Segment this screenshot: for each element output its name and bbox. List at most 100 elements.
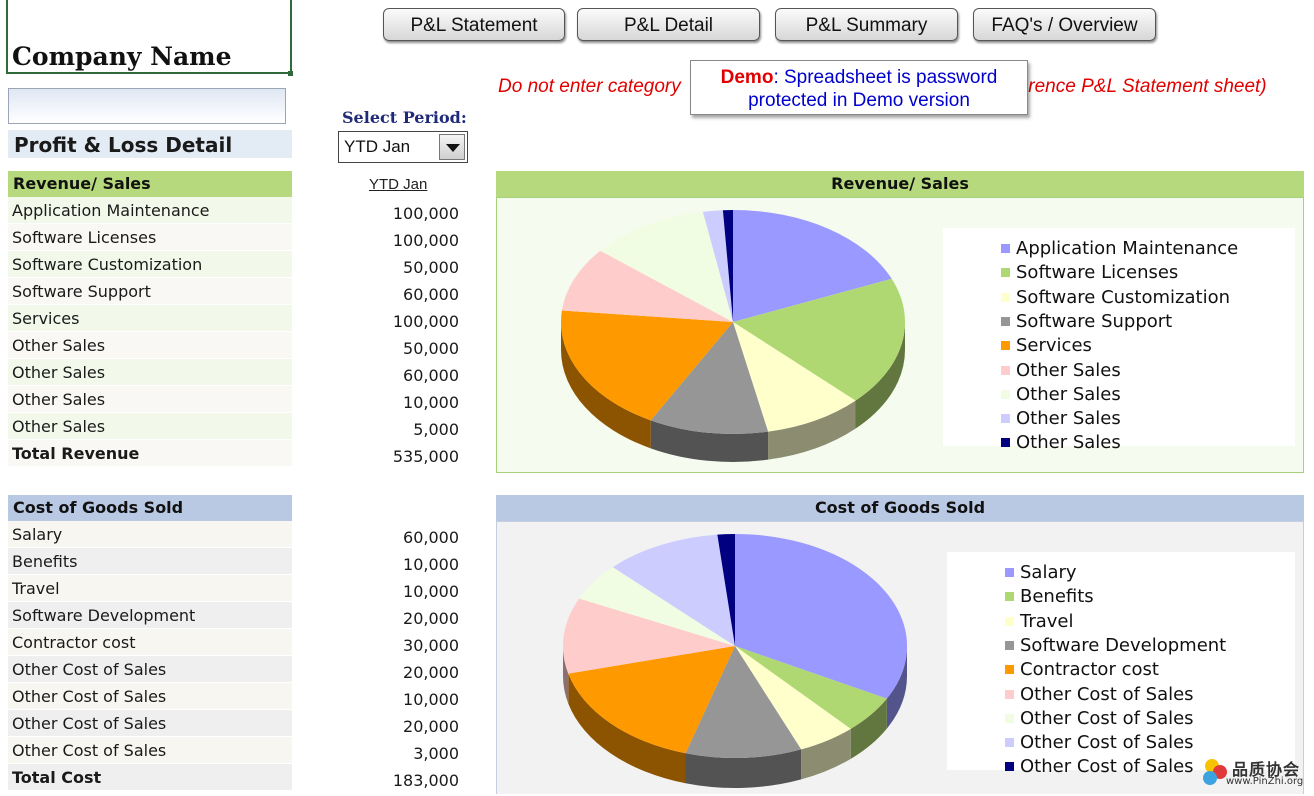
table-row-value[interactable]: 20,000 bbox=[403, 717, 459, 736]
table-row-label[interactable]: Other Cost of Sales bbox=[8, 683, 292, 710]
subtitle-input-cell[interactable] bbox=[8, 88, 286, 124]
legend-swatch bbox=[1005, 640, 1014, 650]
legend-swatch bbox=[1005, 762, 1014, 772]
legend-swatch bbox=[1001, 244, 1010, 253]
table-row-label[interactable]: Other Sales bbox=[8, 332, 292, 359]
pie-slice[interactable] bbox=[735, 646, 887, 729]
table-row-label[interactable]: Other Sales bbox=[8, 359, 292, 386]
table-row-label[interactable]: Other Sales bbox=[8, 413, 292, 440]
legend-entry[interactable]: Software Support bbox=[1001, 311, 1172, 335]
watermark-url: www.PinZhi.org bbox=[1226, 776, 1304, 787]
table-row-label[interactable]: Salary bbox=[8, 521, 292, 548]
cell-fill-handle[interactable] bbox=[288, 71, 293, 76]
legend-entry[interactable]: Other Sales bbox=[1001, 432, 1121, 456]
pie-slice[interactable] bbox=[685, 646, 802, 758]
pie-slice[interactable] bbox=[612, 534, 735, 646]
table-row-value[interactable]: 10,000 bbox=[403, 582, 459, 601]
legend-label: Benefits bbox=[1020, 586, 1094, 608]
legend-entry[interactable]: Other Sales bbox=[1001, 408, 1121, 432]
table-row-label[interactable]: Contractor cost bbox=[8, 629, 292, 656]
pie-slice[interactable] bbox=[600, 211, 733, 322]
pie-slice-side bbox=[650, 420, 769, 462]
pie-slice[interactable] bbox=[717, 534, 735, 646]
company-name-cell[interactable] bbox=[6, 0, 292, 74]
legend-entry[interactable]: Software Licenses bbox=[1001, 262, 1178, 286]
table-row-value[interactable]: 20,000 bbox=[403, 663, 459, 682]
chevron-down-icon[interactable] bbox=[439, 134, 465, 160]
cogs-chart-legend[interactable]: Salary Benefits Travel Software Development… bbox=[947, 552, 1295, 777]
table-row-label[interactable]: Other Cost of Sales bbox=[8, 710, 292, 737]
pie-slice[interactable] bbox=[563, 598, 735, 674]
cogs-pie-chart[interactable]: Salary Benefits Travel Software Development… bbox=[496, 521, 1304, 794]
legend-entry[interactable]: Software Development bbox=[1005, 635, 1226, 659]
table-row-label[interactable]: Benefits bbox=[8, 548, 292, 575]
pie-slice[interactable] bbox=[561, 250, 733, 322]
legend-entry[interactable]: Other Cost of Sales bbox=[1005, 708, 1194, 732]
revenue-chart-legend[interactable]: Application Maintenance Software Licenses… bbox=[943, 228, 1295, 453]
table-row-label[interactable]: Services bbox=[8, 305, 292, 332]
legend-entry[interactable]: Salary bbox=[1005, 562, 1077, 586]
pie-slice[interactable] bbox=[733, 210, 892, 322]
table-row-value[interactable]: 60,000 bbox=[403, 528, 459, 547]
table-row-label[interactable]: Software Support bbox=[8, 278, 292, 305]
table-row-value[interactable]: 30,000 bbox=[403, 636, 459, 655]
table-row-label[interactable]: Travel bbox=[8, 575, 292, 602]
legend-entry[interactable]: Other Cost of Sales bbox=[1005, 756, 1194, 780]
table-row-value[interactable]: 60,000 bbox=[403, 366, 459, 385]
pie-slice[interactable] bbox=[733, 322, 856, 432]
table-row-value[interactable]: 10,000 bbox=[403, 555, 459, 574]
table-row-label[interactable]: Other Sales bbox=[8, 386, 292, 413]
legend-entry[interactable]: Other Cost of Sales bbox=[1005, 732, 1194, 756]
pie-slice[interactable] bbox=[650, 322, 769, 434]
warning-text: Do not enter category erence P&L Statemen… bbox=[498, 76, 1267, 98]
table-row-label[interactable]: Software Customization bbox=[8, 251, 292, 278]
table-row-value[interactable]: 10,000 bbox=[403, 690, 459, 709]
legend-entry[interactable]: Other Cost of Sales bbox=[1005, 684, 1194, 708]
table-row-label[interactable]: Software Licenses bbox=[8, 224, 292, 251]
pie-slice[interactable] bbox=[568, 646, 735, 754]
pl-detail-button[interactable]: P&L Detail bbox=[577, 8, 760, 41]
table-row-value[interactable]: 20,000 bbox=[403, 609, 459, 628]
table-row-value[interactable]: 100,000 bbox=[392, 204, 459, 223]
table-row-value[interactable]: 3,000 bbox=[413, 744, 459, 763]
table-row-value[interactable]: 100,000 bbox=[392, 231, 459, 250]
table-row-label[interactable]: Other Cost of Sales bbox=[8, 656, 292, 683]
table-row-label[interactable]: Application Maintenance bbox=[8, 197, 292, 224]
legend-entry[interactable]: Services bbox=[1001, 335, 1092, 359]
table-row-value[interactable]: 5,000 bbox=[413, 420, 459, 439]
table-row-label[interactable]: Software Development bbox=[8, 602, 292, 629]
legend-label: Services bbox=[1016, 335, 1092, 357]
legend-label: Software Development bbox=[1020, 634, 1227, 656]
table-row-value[interactable]: 10,000 bbox=[403, 393, 459, 412]
period-column-header: YTD Jan bbox=[369, 176, 428, 193]
table-row-value[interactable]: 60,000 bbox=[403, 285, 459, 304]
legend-entry[interactable]: Contractor cost bbox=[1005, 659, 1159, 683]
legend-entry[interactable]: Travel bbox=[1005, 611, 1074, 635]
legend-label: Other Sales bbox=[1016, 359, 1121, 381]
table-row-label[interactable]: Other Cost of Sales bbox=[8, 737, 292, 764]
cogs-values: 60,000 10,000 10,000 20,000 30,000 20,000 10,0… bbox=[370, 522, 459, 792]
pie-slice[interactable] bbox=[561, 310, 733, 421]
period-dropdown[interactable]: YTD Jan bbox=[338, 131, 468, 163]
pie-slice[interactable] bbox=[579, 567, 735, 646]
legend-entry[interactable]: Other Sales bbox=[1001, 384, 1121, 408]
legend-entry[interactable]: Other Sales bbox=[1001, 360, 1121, 384]
table-row-value[interactable]: 100,000 bbox=[392, 312, 459, 331]
pie-slice[interactable] bbox=[702, 210, 733, 322]
legend-entry[interactable]: Benefits bbox=[1005, 586, 1094, 610]
pie-slice-side bbox=[685, 749, 802, 788]
legend-label: Other Cost of Sales bbox=[1020, 732, 1194, 754]
table-row-value[interactable]: 50,000 bbox=[403, 339, 459, 358]
pl-summary-button[interactable]: P&L Summary bbox=[775, 8, 958, 41]
revenue-pie-chart[interactable]: Application Maintenance Software Licenses… bbox=[496, 197, 1304, 473]
pl-statement-button[interactable]: P&L Statement bbox=[383, 8, 565, 41]
legend-swatch bbox=[1005, 738, 1014, 748]
table-row-value[interactable]: 50,000 bbox=[403, 258, 459, 277]
legend-entry[interactable]: Application Maintenance bbox=[1001, 238, 1238, 262]
pie-slice[interactable] bbox=[735, 534, 907, 699]
pie-slice[interactable] bbox=[735, 646, 851, 750]
legend-entry[interactable]: Software Customization bbox=[1001, 287, 1230, 311]
pie-slice[interactable] bbox=[733, 278, 905, 401]
pie-slice[interactable] bbox=[722, 210, 733, 322]
faq-overview-button[interactable]: FAQ's / Overview bbox=[973, 8, 1156, 41]
